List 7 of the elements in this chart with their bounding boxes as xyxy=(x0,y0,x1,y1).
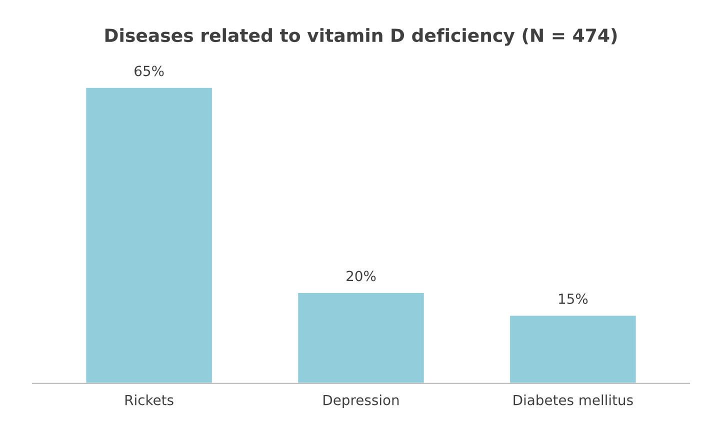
x-tick-label: Depression xyxy=(324,394,399,408)
x-tick-label: Diabetes mellitus xyxy=(514,394,633,406)
data-label: 65% xyxy=(134,66,164,76)
data-label: 15% xyxy=(559,294,588,304)
chart-title: Diseases related to vitamin D deficiency (N = 474) xyxy=(105,28,617,46)
data-label: 20% xyxy=(346,270,376,282)
x-tick-label: Rickets xyxy=(125,394,174,406)
